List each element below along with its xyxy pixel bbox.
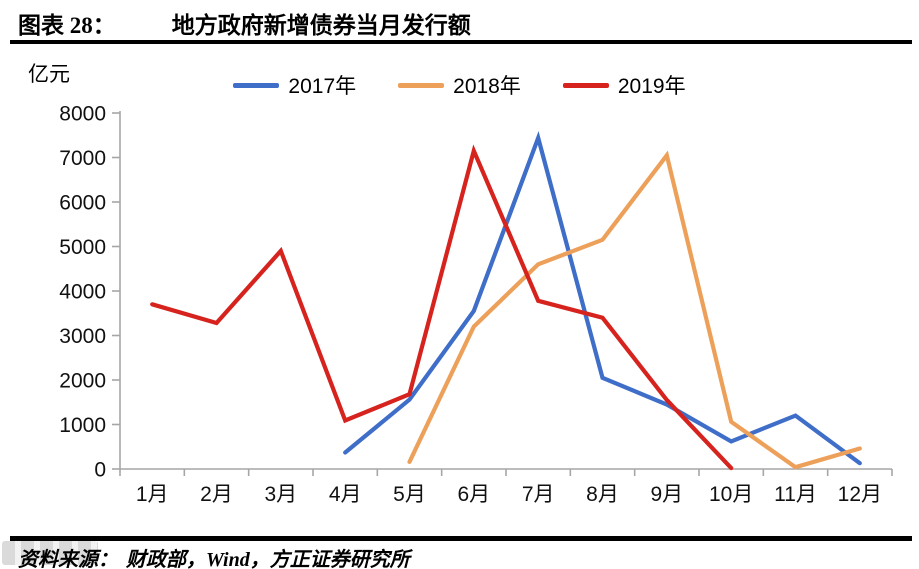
y-tick-label: 6000 (59, 192, 106, 215)
y-tick-label: 0 (94, 459, 106, 482)
series-line-2019年 (150, 144, 734, 471)
x-tick-label: 5月 (393, 483, 426, 506)
x-tick-label: 6月 (457, 483, 490, 506)
source-label: 资料来源： (18, 549, 118, 569)
x-tick-label: 3月 (264, 483, 297, 506)
legend-swatch (562, 82, 609, 88)
x-tick-label: 1月 (136, 483, 169, 506)
y-tick-label: 4000 (59, 281, 106, 304)
legend-label: 2018年 (453, 75, 521, 98)
top-divider (10, 40, 912, 44)
y-tick-label: 8000 (59, 105, 106, 126)
y-tick-label: 1000 (59, 414, 106, 437)
figure-number: 图表 28： (18, 13, 116, 38)
y-tick-label: 5000 (59, 236, 106, 259)
figure-header: 图表 28： 地方政府新增债券当月发行额 (18, 6, 471, 40)
source-note: 资料来源： 财政部，Wind，方正证券研究所 (18, 543, 410, 569)
y-tick-label: 7000 (59, 147, 106, 170)
source-text: 财政部，Wind，方正证券研究所 (126, 549, 410, 569)
legend-swatch (233, 82, 280, 88)
x-tick-label: 4月 (329, 483, 362, 506)
legend-item: 2017年 (233, 70, 356, 100)
x-tick-label: 11月 (774, 483, 817, 506)
watermark (2, 541, 98, 565)
bottom-divider (10, 536, 912, 541)
x-tick-label: 12月 (838, 483, 882, 506)
series-line-2017年 (343, 131, 862, 466)
legend-item: 2018年 (398, 70, 521, 100)
legend-label: 2017年 (288, 75, 357, 98)
figure-title: 地方政府新增债券当月发行额 (171, 13, 471, 38)
legend: 2017年 2018年 2019年 (0, 70, 919, 100)
x-tick-label: 10月 (709, 483, 753, 506)
x-tick-label: 2月 (200, 483, 233, 506)
x-tick-label: 9月 (650, 483, 683, 506)
legend-item: 2019年 (562, 70, 686, 100)
y-tick-label: 2000 (59, 370, 106, 393)
x-tick-label: 7月 (522, 483, 555, 506)
y-axis-unit-label: 亿元 (28, 62, 70, 86)
legend-swatch (398, 82, 445, 88)
x-tick-label: 8月 (586, 483, 619, 506)
series-line-2018年 (407, 150, 862, 470)
legend-label: 2019年 (617, 75, 686, 98)
y-tick-label: 3000 (59, 325, 106, 348)
line-chart: 0 1000 2000 3000 4000 5000 6000 7000 8000 1月 2月 3月 4… (59, 105, 893, 506)
